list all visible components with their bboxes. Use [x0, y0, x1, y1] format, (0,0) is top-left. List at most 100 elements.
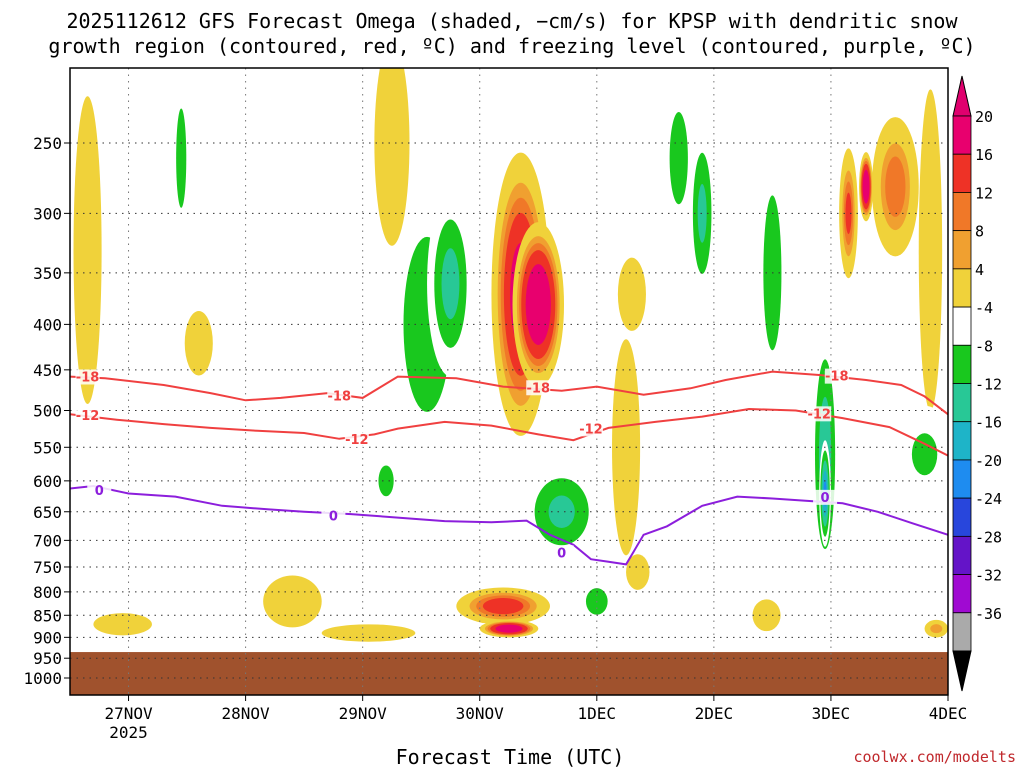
- contour-label--12-1: -12: [345, 433, 369, 448]
- y-tick-label-650: 650: [33, 503, 62, 522]
- ground-surface: [70, 652, 948, 695]
- contour-label--12-3: -12: [807, 407, 831, 422]
- y-tick-label-750: 750: [33, 558, 62, 577]
- colorbar-bottom-arrow: [952, 650, 972, 692]
- contour-label-bg--18-1: [327, 388, 352, 404]
- colorbar-swatch-8: [952, 421, 972, 461]
- chart-title-line-2: growth region (contoured, red, ºC) and f…: [48, 34, 975, 58]
- contour-label-bg--12-1: [344, 432, 369, 448]
- contour-label-bg--12-0: [75, 407, 100, 423]
- colorbar-label-4: 4: [975, 261, 984, 279]
- colorbar-label-11: -28: [975, 528, 1002, 546]
- contour-label-bg-0-0: [87, 483, 112, 499]
- x-tick-label-1: 28NOV: [222, 704, 271, 723]
- contour-label-bg--12-3: [807, 406, 832, 422]
- contour-label-0-3: 0: [821, 491, 830, 506]
- omega-blob-11-level-10: [885, 156, 906, 217]
- contour-label-bg--18-3: [824, 368, 849, 384]
- x-tick-label-0: 27NOV: [104, 704, 153, 723]
- y-tick-label-800: 800: [33, 583, 62, 602]
- y-tick-label-700: 700: [33, 531, 62, 550]
- colorbar-swatch-12: [952, 574, 972, 614]
- colorbar-swatch-3: [952, 230, 972, 270]
- contour-label--18-3: -18: [825, 370, 849, 385]
- colorbar-label-6: -8: [975, 337, 993, 355]
- y-tick-label-350: 350: [33, 264, 62, 283]
- contour-label-bg--12-2: [578, 421, 603, 437]
- colorbar-swatch-9: [952, 459, 972, 499]
- omega-blob-13-level-8: [669, 111, 688, 205]
- x-tick-label-3: 30NOV: [456, 704, 505, 723]
- y-tick-label-600: 600: [33, 472, 62, 491]
- contour-line-0: [70, 484, 948, 566]
- omega-blob-16-level-8: [176, 108, 187, 208]
- y-tick-label-300: 300: [33, 204, 62, 223]
- y-tick-label-950: 950: [33, 649, 62, 668]
- colorbar-label-7: -12: [975, 376, 1002, 394]
- x-tick-label-6: 3DEC: [812, 704, 851, 723]
- contour-label-bg--18-0: [75, 369, 100, 385]
- colorbar-swatch-7: [952, 383, 972, 423]
- colorbar-label-13: -36: [975, 605, 1002, 623]
- omega-blob-10-level-20: [863, 175, 869, 198]
- colorbar-label-1: 16: [975, 146, 993, 164]
- y-tick-label-400: 400: [33, 315, 62, 334]
- omega-blob-12-level-4: [918, 89, 943, 411]
- omega-blob-19-level-8: [378, 465, 394, 497]
- omega-blob-28-level-4: [617, 257, 646, 331]
- y-tick-label-1000: 1000: [23, 669, 62, 688]
- colorbar-label-8: -16: [975, 414, 1002, 432]
- contour-label-0-2: 0: [557, 546, 566, 561]
- y-tick-label-500: 500: [33, 402, 62, 421]
- contour-label-bg-0-3: [813, 489, 838, 505]
- y-tick-label-250: 250: [33, 134, 62, 153]
- x-tick-label-4: 1DEC: [578, 704, 617, 723]
- colorbar-label-0: 20: [975, 108, 993, 126]
- omega-blob-25-level-4: [93, 613, 152, 636]
- colorbar-label-2: 12: [975, 184, 993, 202]
- omega-blob-14-level-12: [697, 183, 707, 243]
- x-tick-label-2: 29NOV: [339, 704, 388, 723]
- y-tick-label-450: 450: [33, 361, 62, 380]
- y-axis: 250 300 350 400 450 500 550 600 650 700 750 800 850 9…: [23, 134, 70, 688]
- colorbar-label-9: -20: [975, 452, 1002, 470]
- omega-blob-20-level-4: [321, 624, 416, 642]
- contour-label-bg--18-2: [526, 380, 551, 396]
- colorbar-top-arrow: [952, 75, 972, 117]
- colorbar-swatch-5: [952, 306, 972, 346]
- colorbar-swatch-1: [952, 153, 972, 193]
- omega-blob-24-level-8: [930, 624, 943, 634]
- contour-label--18-1: -18: [328, 389, 352, 404]
- y-tick-label-900: 900: [33, 628, 62, 647]
- colorbar-label-5: -4: [975, 299, 993, 317]
- colorbar-label-12: -32: [975, 567, 1002, 585]
- omega-blob-3-level-20: [500, 626, 518, 632]
- contours: -18 -18 -18 -18 -12 -12 -12 -12 0 0 0 0: [70, 368, 948, 566]
- contour-label--18-0: -18: [76, 370, 100, 385]
- y-tick-label-850: 850: [33, 606, 62, 625]
- credit-text: coolwx.com/modelts: [853, 748, 1016, 766]
- colorbar-label-3: 8: [975, 223, 984, 241]
- contour-label-0-1: 0: [329, 509, 338, 524]
- contour-label-bg-0-1: [321, 508, 346, 524]
- plot-frame: [69, 67, 949, 696]
- x-tick-label-5: 2DEC: [695, 704, 734, 723]
- omega-blob-23-level-8: [911, 433, 938, 476]
- omega-blob-17-level-4: [73, 96, 102, 404]
- omega-blob-1-level-20: [530, 278, 547, 331]
- colorbar-swatch-10: [952, 497, 972, 537]
- x-axis-label: Forecast Time (UTC): [396, 745, 625, 768]
- omega-field: [70, 68, 948, 695]
- colorbar-swatch-0: [952, 115, 972, 155]
- chart-title-line-1: 2025112612 GFS Forecast Omega (shaded, −…: [66, 9, 958, 33]
- colorbar-swatch-4: [952, 268, 972, 308]
- colorbar-swatch-11: [952, 535, 972, 575]
- omega-blob-2-level-12: [482, 598, 524, 615]
- omega-blob-5-level-12: [441, 248, 460, 320]
- colorbar-swatch-13: [952, 612, 972, 652]
- colorbar: 20 16 12 8 4 -4 -8 -12 -16 -20 -24 -28 -32 -36: [952, 75, 1002, 692]
- x-tick-label-7: 4DEC: [929, 704, 968, 723]
- omega-blob-18-level-4: [374, 68, 410, 246]
